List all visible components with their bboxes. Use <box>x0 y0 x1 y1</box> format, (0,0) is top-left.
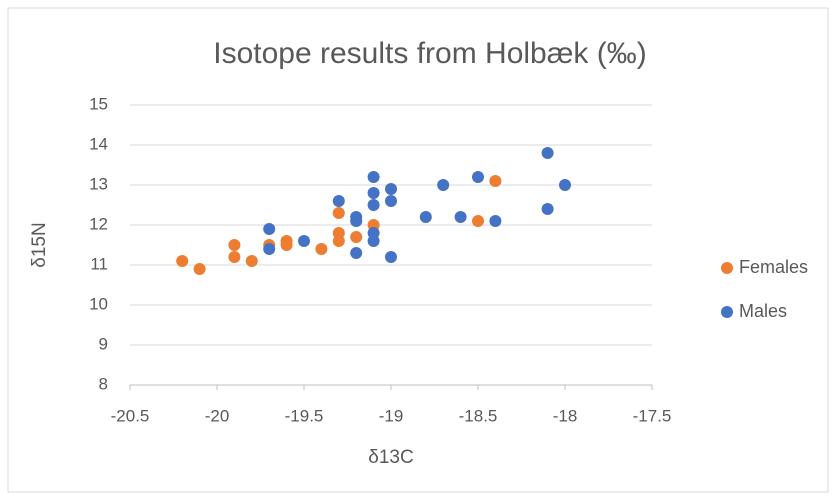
point <box>263 223 276 235</box>
point <box>315 243 328 255</box>
point <box>541 203 554 215</box>
y-tick-label: 14 <box>89 134 108 153</box>
point <box>280 239 293 251</box>
point <box>541 147 554 159</box>
point <box>385 183 397 195</box>
point <box>454 211 467 223</box>
point <box>559 179 571 191</box>
x-tick-label: -17.5 <box>633 406 672 425</box>
point <box>350 215 363 227</box>
point <box>350 231 363 243</box>
point <box>489 215 502 227</box>
chart-title: Isotope results from Holbæk (‰) <box>213 37 646 70</box>
x-tick-label: -18.5 <box>459 406 498 425</box>
point <box>472 171 484 183</box>
point <box>228 239 241 251</box>
y-tick-label: 9 <box>99 334 108 353</box>
point <box>367 199 380 211</box>
point <box>298 235 310 247</box>
point <box>332 235 345 247</box>
y-tick-label: 12 <box>89 214 108 233</box>
point <box>263 243 276 255</box>
point <box>419 211 432 223</box>
y-tick-label: 11 <box>90 254 108 273</box>
x-tick-label: -19 <box>379 406 404 425</box>
x-tick-label: -20.5 <box>111 406 150 425</box>
point <box>437 179 450 191</box>
point <box>332 207 345 219</box>
point <box>332 195 345 207</box>
x-tick-label: -20 <box>205 406 230 425</box>
legend-label: Males <box>739 301 787 321</box>
point <box>367 235 380 247</box>
point <box>472 215 484 227</box>
point <box>489 175 502 187</box>
point <box>385 251 397 263</box>
legend-swatch <box>721 306 733 318</box>
point <box>350 247 363 259</box>
point <box>245 255 258 267</box>
point <box>176 255 189 267</box>
y-tick-label: 15 <box>89 94 108 113</box>
point <box>385 195 397 207</box>
x-tick-label: -18 <box>553 406 578 425</box>
chart-border <box>7 7 829 493</box>
legend-label: Females <box>739 257 808 277</box>
point <box>193 263 206 275</box>
legend-swatch <box>721 262 733 274</box>
y-tick-label: 8 <box>99 374 108 393</box>
y-tick-label: 13 <box>89 174 108 193</box>
y-axis-label: δ15N <box>29 222 50 267</box>
x-tick-label: -19.5 <box>285 406 324 425</box>
point <box>367 171 380 183</box>
point <box>367 187 380 199</box>
point <box>228 251 241 263</box>
x-axis-label: δ13C <box>368 447 413 468</box>
y-tick-label: 10 <box>89 294 108 313</box>
